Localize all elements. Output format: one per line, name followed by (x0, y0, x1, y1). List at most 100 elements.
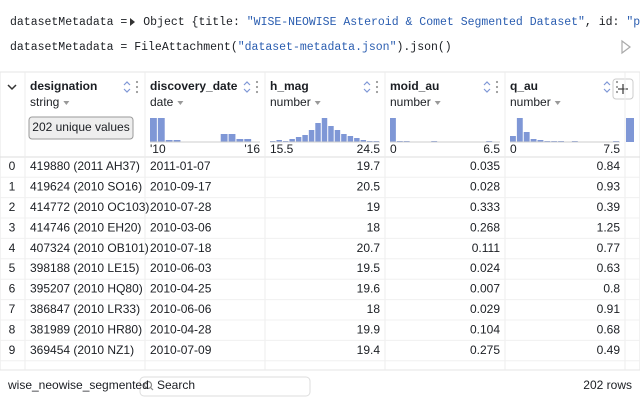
cell: 0.91 (597, 302, 621, 316)
histogram-bar (523, 132, 530, 142)
histogram-bar (347, 136, 354, 142)
cell: 369454 (2010 NZ1) (30, 343, 134, 357)
menu-icon (255, 80, 259, 84)
cell: 20.5 (357, 180, 381, 194)
cell: 395207 (2010 HQ80) (30, 282, 143, 296)
run-button[interactable] (621, 39, 631, 55)
histogram-bar (295, 137, 302, 142)
cell: 19 (367, 200, 381, 214)
histogram-bar (302, 135, 308, 142)
column-name: moid_au (390, 79, 439, 93)
cell: 0.028 (470, 180, 500, 194)
row-index: 1 (9, 180, 16, 194)
cell: 1.25 (597, 220, 621, 234)
histogram-bar (173, 140, 181, 142)
menu-icon (375, 90, 379, 94)
cell: 2010-07-09 (150, 343, 212, 357)
code-line: datasetMetadata = FileAttachment("datase… (10, 41, 452, 54)
sort-icon (123, 81, 131, 93)
cell: 381989 (2010 HR80) (30, 322, 142, 336)
range-label: 7.5 (603, 142, 620, 156)
range-label: 0 (390, 142, 397, 156)
histogram-bar (165, 140, 173, 142)
sort-icon (243, 81, 251, 93)
cell: 2010-07-18 (150, 241, 212, 255)
cell: 0.77 (597, 241, 621, 255)
cell: 2010-09-17 (150, 180, 212, 194)
cell: 2010-04-28 (150, 322, 212, 336)
cell: 2010-06-03 (150, 261, 212, 275)
code-token: "dataset-metadata.json" (238, 41, 397, 54)
cell: 0.275 (470, 343, 500, 357)
histogram-bar (354, 138, 360, 142)
cell: 0.029 (470, 302, 500, 316)
row-index: 5 (9, 261, 16, 275)
cell: 20.7 (357, 241, 381, 255)
menu-icon (135, 85, 139, 89)
cell: 2011-01-07 (150, 159, 211, 173)
histogram-bar (150, 118, 157, 142)
cell: 0.024 (470, 261, 500, 275)
cell: 19.7 (357, 159, 381, 173)
cell: 398188 (2010 LE15) (30, 261, 139, 275)
column-type: string (30, 95, 59, 109)
column-type: number (390, 95, 431, 109)
cell: 0.63 (597, 261, 621, 275)
cell: 19.9 (357, 322, 381, 336)
menu-icon (495, 90, 499, 94)
row-count: 202 rows (583, 378, 632, 392)
cell: 18 (367, 302, 381, 316)
histogram-bar (390, 118, 396, 142)
cell: 2010-07-28 (150, 200, 212, 214)
cell: 0.111 (472, 241, 501, 255)
cell: 19.6 (357, 282, 381, 296)
menu-icon (495, 85, 499, 89)
code-token: , id: (585, 16, 626, 29)
cell: 0.68 (597, 322, 621, 336)
summary-label: 202 unique values (32, 120, 129, 134)
partial-column-histogram (626, 118, 634, 142)
type-dropdown (177, 101, 184, 105)
cell: 2010-03-06 (150, 220, 212, 234)
range-label: 24.5 (357, 142, 381, 156)
cell: 0.104 (470, 322, 500, 336)
histogram-bar (360, 140, 367, 142)
type-dropdown (314, 101, 321, 105)
cell: 0.39 (597, 200, 621, 214)
menu-icon (495, 80, 499, 84)
menu-icon (255, 90, 259, 94)
row-index: 4 (9, 241, 16, 255)
cell: 419624 (2010 SO16) (30, 180, 142, 194)
histogram-bar (220, 134, 228, 142)
menu-icon (375, 85, 379, 89)
table-name: wise_neowise_segmented (7, 378, 149, 392)
cell: 19.4 (357, 343, 381, 357)
code-token: "pinuto (626, 16, 640, 29)
cell: 419880 (2011 AH37) (30, 159, 140, 173)
column-name: q_au (510, 79, 538, 93)
cell: 0.035 (470, 159, 500, 173)
expand-triangle (130, 18, 135, 26)
histogram-bar (341, 134, 347, 142)
column-name: h_mag (270, 79, 309, 93)
range-label: 15.5 (270, 142, 294, 156)
search-placeholder: Search (157, 378, 195, 392)
histogram-bar (530, 139, 537, 142)
code-token: datasetMetadata = (10, 16, 134, 29)
histogram-bar (289, 139, 295, 142)
cell: 0.49 (597, 343, 621, 357)
histogram-bar (228, 134, 236, 142)
menu-icon (615, 90, 619, 94)
cell: 0.333 (470, 200, 500, 214)
search-box[interactable] (139, 376, 311, 397)
code-token: title: (198, 16, 246, 29)
range-label: '16 (244, 142, 260, 156)
cell: 407324 (2010 OB101) (30, 241, 149, 255)
histogram-bar (334, 130, 341, 142)
histogram-bar (308, 130, 315, 142)
search-icon (143, 380, 153, 390)
collapse-toggle[interactable] (7, 84, 17, 91)
histogram-bar (236, 139, 244, 142)
type-dropdown (63, 101, 70, 105)
